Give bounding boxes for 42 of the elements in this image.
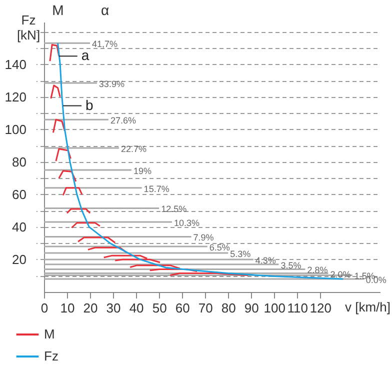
x-tick-label: 20 (83, 300, 98, 316)
x-axis-title: v [km/h] (344, 300, 390, 314)
annotation: b (86, 96, 94, 113)
x-tick-label: 70 (198, 300, 213, 316)
annotation: 6.5% (209, 242, 230, 252)
x-tick-label: 120 (310, 300, 332, 316)
annotation: 2.8% (307, 265, 328, 276)
annotation: 41,7% (92, 39, 118, 50)
text: α (100, 2, 110, 18)
annotation: 4.3% (255, 255, 276, 266)
annotation: 19% (133, 166, 152, 176)
x-tick-label: 60 (175, 300, 190, 316)
x-tick-label: 90 (244, 300, 259, 316)
legend-label: Fz (44, 348, 58, 364)
x-tick-label: 30 (106, 300, 121, 316)
y-tick-label: 20 (12, 252, 26, 267)
annotation: 7.9% (193, 232, 214, 243)
x-tick-label: 10 (60, 300, 75, 316)
y-tick-label: 120 (4, 89, 26, 104)
y-tick-label: 100 (4, 122, 26, 137)
x-tick-label: 50 (152, 300, 167, 316)
text: M (52, 2, 64, 18)
annotation: 3.5% (280, 260, 302, 270)
y-tick-label: 80 (12, 154, 26, 170)
x-tick-label: 80 (221, 300, 236, 316)
annotation: 33.9% (98, 78, 124, 89)
annotation: 15.7% (144, 184, 170, 194)
x-tick-label: 40 (129, 300, 144, 316)
annotation: 10.3% (174, 218, 200, 228)
x-tick-label: 100 (264, 300, 286, 316)
annotation: 5.3% (230, 248, 251, 259)
annotation: 22.7% (121, 144, 147, 154)
y-tick-label: 140 (4, 56, 26, 72)
annotation: 27.6% (110, 116, 136, 126)
annotation: a (81, 47, 90, 64)
legend-label: M (44, 326, 55, 342)
y-tick-label: 40 (12, 219, 26, 234)
y-tick-label: 60 (12, 186, 26, 202)
y-axis-title: Fz [kN] (16, 12, 40, 42)
x-tick-label: 110 (287, 300, 308, 316)
annotation: 12.5% (161, 204, 187, 214)
x-tick-label: 0 (40, 300, 48, 316)
